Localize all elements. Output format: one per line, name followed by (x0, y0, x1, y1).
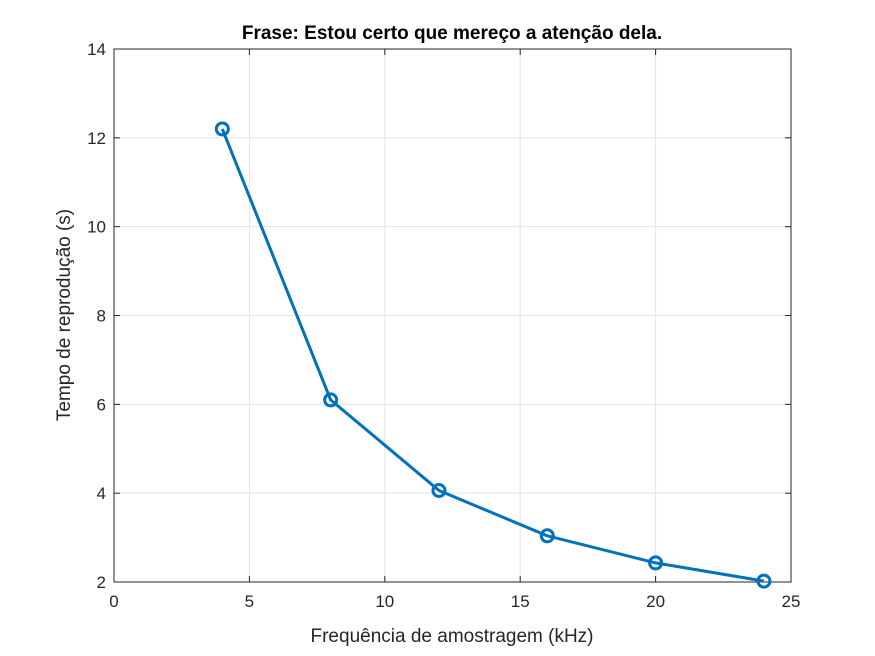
y-tick-label: 4 (97, 484, 106, 503)
y-tick-label: 12 (87, 129, 106, 148)
data-point-marker (648, 555, 664, 571)
x-axis-label: Frequência de amostragem (kHz) (311, 626, 594, 647)
y-tick-label: 6 (97, 395, 106, 414)
y-tick-label: 2 (97, 573, 106, 592)
y-tick-label: 8 (97, 307, 106, 326)
series-line (220, 128, 765, 583)
data-point-marker (431, 483, 447, 499)
chart-title: Frase: Estou certo que mereço a atenção … (242, 23, 662, 44)
x-tick-label: 10 (375, 592, 394, 611)
y-axis-label: Tempo de reprodução (s) (54, 209, 75, 421)
series (214, 121, 772, 589)
y-tick-label: 10 (87, 218, 106, 237)
x-tick-label: 20 (646, 592, 665, 611)
y-tick-label: 14 (87, 40, 106, 59)
ticks: 0 5 10 15 20 25 2 4 6 8 10 12 14 (87, 40, 800, 611)
data-point-marker (214, 121, 230, 137)
x-tick-label: 5 (245, 592, 254, 611)
data-point-marker (756, 573, 772, 589)
x-tick-label: 0 (109, 592, 118, 611)
data-point-marker (323, 392, 339, 408)
data-point-marker (539, 528, 555, 544)
x-tick-label: 15 (511, 592, 530, 611)
x-tick-label: 25 (782, 592, 801, 611)
